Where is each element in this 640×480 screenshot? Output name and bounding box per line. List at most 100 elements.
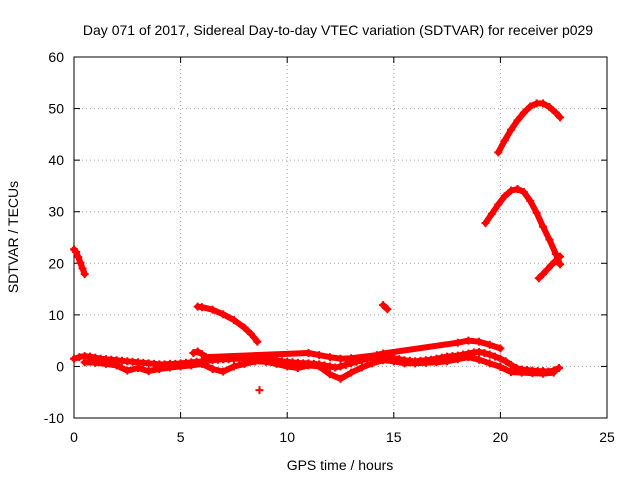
data-point — [539, 270, 548, 279]
data-point — [176, 362, 185, 371]
y-axis-label: SDTVAR / TECUs — [5, 181, 21, 293]
data-point — [507, 125, 516, 134]
data-point — [240, 359, 249, 368]
data-point — [539, 369, 548, 378]
data-point — [80, 358, 89, 367]
data-point — [255, 386, 264, 395]
data-point — [551, 108, 560, 117]
data-point — [101, 359, 110, 368]
data-point — [202, 353, 211, 362]
data-point — [475, 347, 484, 356]
data-point — [432, 358, 441, 367]
data-point — [526, 102, 535, 111]
data-point — [496, 362, 505, 371]
data-point — [80, 270, 89, 279]
data-point — [453, 338, 462, 347]
data-point — [528, 369, 537, 378]
data-point — [325, 353, 334, 362]
x-tick-label: 5 — [177, 429, 185, 445]
data-point — [494, 200, 503, 209]
data-point — [144, 367, 153, 376]
data-point — [507, 360, 516, 369]
data-point — [500, 192, 509, 201]
data-point — [261, 357, 270, 366]
data-point — [543, 265, 552, 274]
data-point — [133, 363, 142, 372]
data-point — [229, 362, 238, 371]
data-point — [555, 363, 564, 372]
data-point — [545, 235, 554, 244]
y-tick-label: 50 — [48, 101, 64, 117]
data-point — [336, 362, 345, 371]
data-point — [513, 116, 522, 125]
data-point — [70, 354, 78, 363]
data-point — [443, 357, 452, 366]
series-trace-low-band-upper — [190, 337, 504, 362]
data-point — [197, 350, 206, 359]
data-point — [556, 260, 565, 269]
data-point — [357, 363, 366, 372]
data-point — [341, 360, 350, 369]
data-points — [70, 99, 565, 395]
data-point — [485, 350, 494, 359]
data-point — [251, 357, 260, 366]
data-point — [421, 358, 430, 367]
plot-frame — [73, 56, 608, 419]
data-point — [480, 349, 489, 358]
x-tick-label: 0 — [70, 429, 78, 445]
data-point — [475, 355, 484, 364]
data-point — [193, 347, 202, 356]
data-point — [304, 361, 313, 370]
y-tick-label: 30 — [48, 204, 64, 220]
data-point — [464, 353, 473, 362]
data-point — [500, 136, 509, 145]
data-point — [123, 366, 132, 375]
data-point — [475, 337, 484, 346]
data-point — [112, 361, 121, 370]
data-point — [155, 365, 164, 374]
data-point — [325, 370, 334, 379]
data-point — [547, 260, 556, 269]
data-point — [485, 359, 494, 368]
data-point — [240, 323, 249, 332]
data-point — [336, 354, 345, 363]
data-point — [253, 337, 262, 346]
data-point — [539, 99, 548, 108]
data-point — [304, 349, 313, 358]
data-point — [526, 196, 535, 205]
data-point — [519, 108, 528, 117]
data-point — [556, 252, 565, 261]
data-point — [325, 362, 334, 371]
chart-title: Day 071 of 2017, Sidereal Day-to-day VTE… — [83, 22, 593, 38]
data-point — [78, 264, 87, 273]
data-point — [379, 301, 388, 310]
y-tick-label: 10 — [48, 307, 64, 323]
x-tick-label: 15 — [386, 429, 402, 445]
data-point — [513, 185, 522, 194]
data-point — [347, 354, 356, 363]
data-point — [315, 351, 324, 360]
data-point — [496, 344, 505, 353]
y-tick-label: 0 — [56, 358, 64, 374]
x-axis-label: GPS time / hours — [287, 457, 394, 473]
data-point — [496, 354, 505, 363]
data-point — [372, 351, 381, 360]
x-tick-label: 20 — [493, 429, 509, 445]
data-point — [379, 356, 388, 365]
data-point — [189, 349, 198, 358]
data-point — [494, 148, 503, 157]
data-point — [551, 256, 560, 265]
data-point — [481, 219, 490, 228]
data-point — [534, 274, 543, 283]
data-point — [507, 368, 516, 377]
data-point — [491, 352, 500, 361]
x-tick-label: 25 — [599, 429, 615, 445]
data-point — [485, 340, 494, 349]
data-point — [487, 209, 496, 218]
data-point — [336, 374, 345, 383]
data-point — [72, 247, 81, 256]
data-point — [76, 258, 85, 267]
data-point — [507, 186, 516, 195]
data-point — [219, 367, 228, 376]
